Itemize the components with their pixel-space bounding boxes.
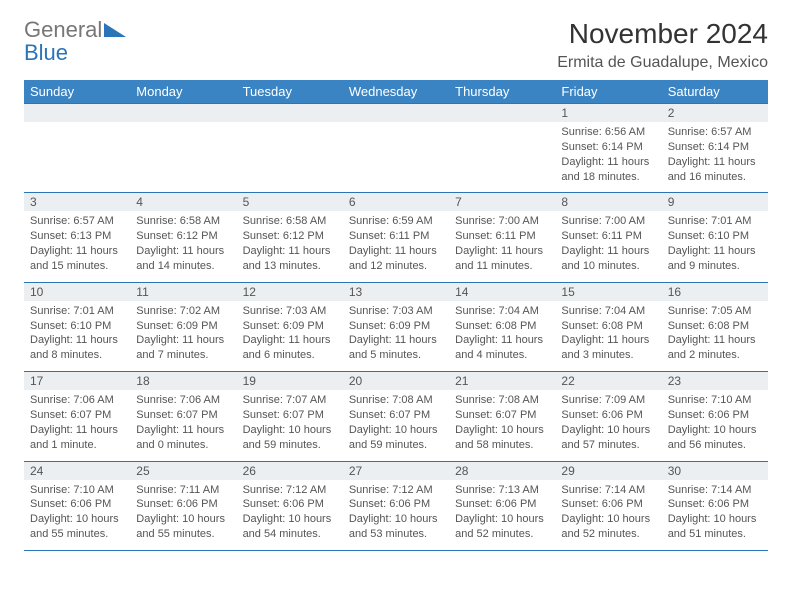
- calendar-table: Sunday Monday Tuesday Wednesday Thursday…: [24, 80, 768, 551]
- week-detail-row: Sunrise: 7:06 AM Sunset: 6:07 PM Dayligh…: [24, 390, 768, 461]
- day-details: Sunrise: 7:07 AM Sunset: 6:07 PM Dayligh…: [237, 390, 343, 461]
- day-header: Friday: [555, 80, 661, 104]
- day-details: Sunrise: 7:03 AM Sunset: 6:09 PM Dayligh…: [343, 301, 449, 372]
- day-number: 13: [343, 282, 449, 301]
- day-details: Sunrise: 7:01 AM Sunset: 6:10 PM Dayligh…: [24, 301, 130, 372]
- day-number: 15: [555, 282, 661, 301]
- day-details: Sunrise: 7:04 AM Sunset: 6:08 PM Dayligh…: [449, 301, 555, 372]
- header: GeneralBlue November 2024 Ermita de Guad…: [24, 18, 768, 72]
- day-details: Sunrise: 7:06 AM Sunset: 6:07 PM Dayligh…: [24, 390, 130, 461]
- logo-general: General: [24, 17, 102, 42]
- day-number: [449, 104, 555, 123]
- day-header: Monday: [130, 80, 236, 104]
- month-title: November 2024: [557, 18, 768, 50]
- day-number: [343, 104, 449, 123]
- day-details: Sunrise: 7:12 AM Sunset: 6:06 PM Dayligh…: [237, 480, 343, 551]
- day-header-row: Sunday Monday Tuesday Wednesday Thursday…: [24, 80, 768, 104]
- week-number-row: 12: [24, 104, 768, 123]
- day-details: Sunrise: 7:14 AM Sunset: 6:06 PM Dayligh…: [555, 480, 661, 551]
- week-detail-row: Sunrise: 6:57 AM Sunset: 6:13 PM Dayligh…: [24, 211, 768, 282]
- day-number: 29: [555, 461, 661, 480]
- day-number: 19: [237, 372, 343, 391]
- day-details: Sunrise: 7:00 AM Sunset: 6:11 PM Dayligh…: [449, 211, 555, 282]
- day-number: 12: [237, 282, 343, 301]
- day-details: Sunrise: 7:14 AM Sunset: 6:06 PM Dayligh…: [662, 480, 768, 551]
- day-number: 28: [449, 461, 555, 480]
- day-details: Sunrise: 7:09 AM Sunset: 6:06 PM Dayligh…: [555, 390, 661, 461]
- day-details: Sunrise: 7:12 AM Sunset: 6:06 PM Dayligh…: [343, 480, 449, 551]
- day-details: Sunrise: 7:13 AM Sunset: 6:06 PM Dayligh…: [449, 480, 555, 551]
- day-number: 21: [449, 372, 555, 391]
- day-number: [130, 104, 236, 123]
- day-header: Wednesday: [343, 80, 449, 104]
- day-details: [24, 122, 130, 193]
- day-details: Sunrise: 7:08 AM Sunset: 6:07 PM Dayligh…: [343, 390, 449, 461]
- day-number: 7: [449, 193, 555, 212]
- day-details: Sunrise: 7:04 AM Sunset: 6:08 PM Dayligh…: [555, 301, 661, 372]
- day-number: 30: [662, 461, 768, 480]
- logo: GeneralBlue: [24, 18, 126, 64]
- day-number: 4: [130, 193, 236, 212]
- day-number: [237, 104, 343, 123]
- title-block: November 2024 Ermita de Guadalupe, Mexic…: [557, 18, 768, 72]
- day-details: Sunrise: 6:59 AM Sunset: 6:11 PM Dayligh…: [343, 211, 449, 282]
- day-details: Sunrise: 7:11 AM Sunset: 6:06 PM Dayligh…: [130, 480, 236, 551]
- week-detail-row: Sunrise: 6:56 AM Sunset: 6:14 PM Dayligh…: [24, 122, 768, 193]
- day-details: Sunrise: 6:58 AM Sunset: 6:12 PM Dayligh…: [237, 211, 343, 282]
- day-header: Tuesday: [237, 80, 343, 104]
- day-number: 1: [555, 104, 661, 123]
- day-number: [24, 104, 130, 123]
- day-details: Sunrise: 6:58 AM Sunset: 6:12 PM Dayligh…: [130, 211, 236, 282]
- day-number: 2: [662, 104, 768, 123]
- day-details: Sunrise: 6:56 AM Sunset: 6:14 PM Dayligh…: [555, 122, 661, 193]
- day-number: 3: [24, 193, 130, 212]
- day-number: 25: [130, 461, 236, 480]
- day-details: Sunrise: 7:03 AM Sunset: 6:09 PM Dayligh…: [237, 301, 343, 372]
- day-number: 14: [449, 282, 555, 301]
- day-number: 16: [662, 282, 768, 301]
- day-header: Thursday: [449, 80, 555, 104]
- day-details: Sunrise: 7:08 AM Sunset: 6:07 PM Dayligh…: [449, 390, 555, 461]
- day-number: 26: [237, 461, 343, 480]
- day-number: 18: [130, 372, 236, 391]
- week-number-row: 24252627282930: [24, 461, 768, 480]
- day-number: 10: [24, 282, 130, 301]
- week-number-row: 3456789: [24, 193, 768, 212]
- day-number: 6: [343, 193, 449, 212]
- logo-blue: Blue: [24, 40, 68, 65]
- logo-triangle-icon: [104, 18, 126, 41]
- day-details: Sunrise: 7:06 AM Sunset: 6:07 PM Dayligh…: [130, 390, 236, 461]
- week-number-row: 10111213141516: [24, 282, 768, 301]
- day-details: Sunrise: 7:02 AM Sunset: 6:09 PM Dayligh…: [130, 301, 236, 372]
- day-details: Sunrise: 6:57 AM Sunset: 6:13 PM Dayligh…: [24, 211, 130, 282]
- day-number: 22: [555, 372, 661, 391]
- day-number: 8: [555, 193, 661, 212]
- week-detail-row: Sunrise: 7:10 AM Sunset: 6:06 PM Dayligh…: [24, 480, 768, 551]
- day-details: [130, 122, 236, 193]
- day-number: 24: [24, 461, 130, 480]
- day-details: Sunrise: 7:01 AM Sunset: 6:10 PM Dayligh…: [662, 211, 768, 282]
- day-details: Sunrise: 7:10 AM Sunset: 6:06 PM Dayligh…: [24, 480, 130, 551]
- day-details: Sunrise: 7:10 AM Sunset: 6:06 PM Dayligh…: [662, 390, 768, 461]
- location: Ermita de Guadalupe, Mexico: [557, 54, 768, 72]
- day-details: Sunrise: 6:57 AM Sunset: 6:14 PM Dayligh…: [662, 122, 768, 193]
- day-number: 27: [343, 461, 449, 480]
- day-number: 20: [343, 372, 449, 391]
- day-details: [237, 122, 343, 193]
- week-number-row: 17181920212223: [24, 372, 768, 391]
- day-number: 17: [24, 372, 130, 391]
- day-details: [343, 122, 449, 193]
- day-details: Sunrise: 7:05 AM Sunset: 6:08 PM Dayligh…: [662, 301, 768, 372]
- week-detail-row: Sunrise: 7:01 AM Sunset: 6:10 PM Dayligh…: [24, 301, 768, 372]
- day-number: 23: [662, 372, 768, 391]
- day-number: 9: [662, 193, 768, 212]
- day-header: Sunday: [24, 80, 130, 104]
- day-details: [449, 122, 555, 193]
- day-number: 11: [130, 282, 236, 301]
- day-details: Sunrise: 7:00 AM Sunset: 6:11 PM Dayligh…: [555, 211, 661, 282]
- day-header: Saturday: [662, 80, 768, 104]
- day-number: 5: [237, 193, 343, 212]
